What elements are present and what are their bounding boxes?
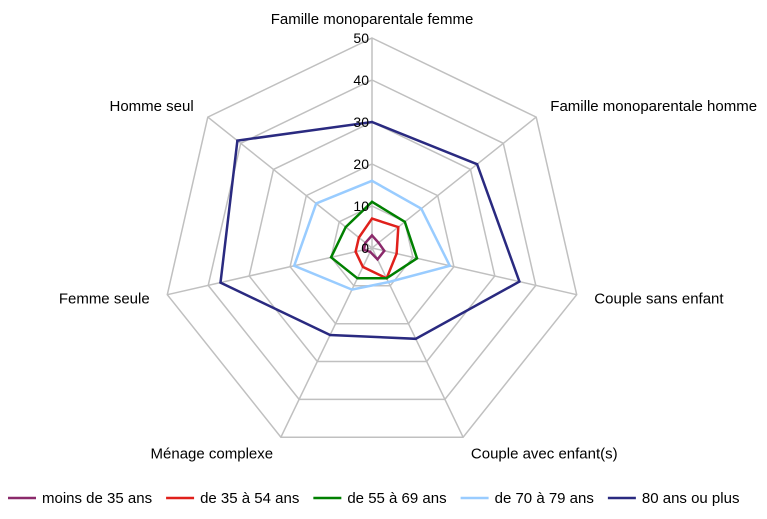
series-2-point-7 [357, 236, 361, 239]
series-3-point-6 [329, 256, 333, 259]
grid-spoke-4 [371, 247, 464, 438]
category-label-5: Ménage complexe [151, 445, 274, 462]
series-3-point-4 [385, 277, 388, 280]
tick-label-30: 30 [353, 114, 369, 130]
grid-spoke-3 [371, 247, 577, 296]
legend-label-5: 80 ans ou plus [642, 490, 740, 507]
series-3-point-2 [403, 220, 406, 223]
series-1-point-7 [364, 241, 367, 244]
tick-label-10: 10 [353, 198, 369, 214]
series-line-4 [292, 179, 452, 291]
series-line-1 [362, 233, 386, 262]
series-1-point-6 [362, 248, 365, 252]
series-5-point-1 [370, 120, 374, 124]
radar-grid [166, 37, 578, 438]
category-label-4: Couple avec enfant(s) [471, 445, 618, 462]
series-3-point-7 [344, 225, 347, 229]
series-5-point-3 [518, 280, 521, 283]
series-line-3 [329, 200, 419, 280]
radial-ticks: 0 10 20 30 40 50 [353, 30, 369, 256]
series-5-point-6 [219, 281, 222, 284]
series-1-point-2 [377, 241, 380, 244]
grid-ring-2 [289, 163, 455, 325]
category-labels: Famille monoparentale femme Famille monop… [59, 11, 757, 462]
series-2-point-3 [395, 252, 398, 255]
tick-label-40: 40 [353, 72, 369, 88]
tick-label-0: 0 [361, 240, 369, 256]
series-4-point-5 [350, 288, 354, 291]
series-5-point-7 [236, 139, 239, 142]
category-label-6: Femme seule [59, 291, 150, 308]
grid-ring-5 [166, 37, 578, 438]
legend-label-4: de 70 à 79 ans [495, 490, 594, 507]
legend-label-1: moins de 35 ans [42, 490, 152, 507]
series-3-point-5 [356, 277, 359, 280]
series-4-point-3 [448, 264, 451, 267]
tick-label-50: 50 [353, 30, 369, 46]
series-2-point-2 [397, 225, 400, 229]
series-2-point-1 [370, 217, 374, 220]
category-label-3: Couple sans enfant [594, 291, 724, 308]
series-4-point-7 [315, 202, 318, 205]
series-line-5 [219, 120, 521, 341]
series-4-point-1 [370, 179, 374, 182]
category-label-7: Homme seul [109, 98, 193, 115]
series-2-point-6 [354, 250, 357, 253]
series-1-point-1 [370, 234, 374, 237]
grid-spoke-7 [207, 116, 373, 249]
series-1-point-3 [383, 249, 386, 252]
grid-spoke-6 [167, 247, 373, 296]
grid-spoke-5 [280, 247, 373, 438]
series-5-point-2 [475, 163, 479, 166]
series-4-point-6 [293, 264, 296, 267]
legend-label-3: de 55 à 69 ans [347, 490, 446, 507]
series-3-point-3 [415, 257, 419, 260]
series-1-point-5 [369, 250, 372, 253]
series-5-point-5 [328, 333, 332, 337]
series-1-point-4 [376, 258, 379, 261]
category-label-1: Famille monoparentale femme [271, 11, 474, 28]
legend-label-2: de 35 à 54 ans [200, 490, 299, 507]
legend: moins de 35 ans de 35 à 54 ans de 55 à 69 … [8, 490, 739, 507]
tick-label-20: 20 [353, 156, 369, 172]
category-label-2: Famille monoparentale homme [550, 98, 757, 115]
series-4-point-2 [420, 207, 423, 210]
series-5-point-4 [414, 337, 417, 340]
series-line-2 [354, 217, 400, 281]
radar-series [219, 120, 521, 341]
series-2-point-5 [361, 265, 365, 269]
series-3-point-1 [370, 200, 374, 203]
grid-ring-3 [248, 121, 496, 363]
series-4-point-4 [387, 280, 390, 284]
